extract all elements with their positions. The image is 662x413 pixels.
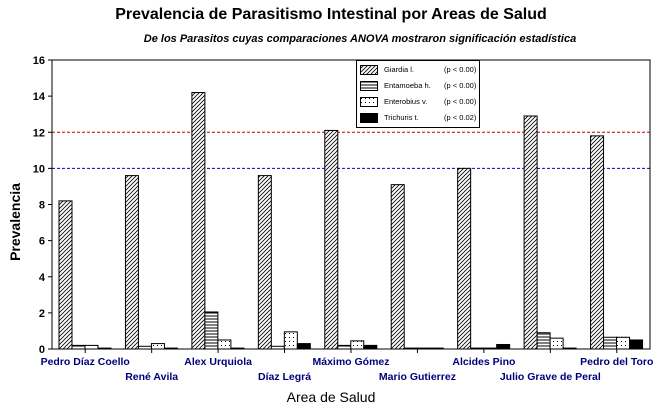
- y-tick-label: 10: [33, 163, 45, 175]
- x-axis-label: Area de Salud: [286, 389, 376, 405]
- legend-swatch-giardia: [360, 65, 378, 75]
- legend-swatch-trichuris: [360, 113, 378, 123]
- legend-p-giardia: (p < 0.00): [444, 65, 477, 74]
- y-tick-label: 6: [39, 236, 45, 248]
- bar-s0-c8: [590, 135, 605, 350]
- bar-s2-c1: [150, 343, 165, 350]
- bar-s3-c4: [363, 344, 378, 350]
- legend-p-entamoeba: (p < 0.00): [444, 81, 477, 90]
- x-category-label: René Avila: [125, 371, 178, 383]
- bar-s0-c5: [390, 184, 405, 350]
- bar-s0-c6: [457, 167, 472, 350]
- chart-subtitle: De los Parasitos cuyas comparaciones ANO…: [143, 33, 577, 45]
- bar-s3-c8: [629, 339, 644, 350]
- y-tick-label: 16: [33, 55, 45, 67]
- y-tick-label: 0: [39, 344, 45, 356]
- y-tick-label: 12: [33, 127, 45, 139]
- bar-s3-c3: [296, 343, 311, 350]
- bar-s0-c3: [257, 175, 272, 350]
- legend-label-entamoeba: Entamoeba h.: [384, 81, 431, 90]
- legend-swatch-enterobius: [360, 97, 378, 107]
- legend-label-giardia: Giardia l.: [384, 65, 415, 74]
- bar-s2-c0: [84, 344, 99, 350]
- legend-item-giardia: Giardia l. (p < 0.00): [360, 64, 478, 76]
- legend-item-entamoeba: Entamoeba h. (p < 0.00): [360, 80, 478, 92]
- legend-item-trichuris: Trichuris t. (p < 0.02): [360, 112, 478, 124]
- bar-s1-c2: [204, 311, 219, 350]
- bar-s0-c1: [124, 175, 139, 350]
- y-tick-label: 4: [39, 272, 46, 284]
- bar-s3-c6: [496, 343, 511, 350]
- legend-label-enterobius: Enterobius v.: [384, 97, 428, 106]
- bar-s1-c4: [337, 344, 352, 350]
- bar-s1-c0: [71, 344, 86, 350]
- x-category-label: Díaz Legrá: [258, 371, 311, 383]
- legend-label-trichuris: Trichuris t.: [384, 113, 419, 122]
- y-tick-label: 14: [33, 91, 46, 103]
- x-category-label: Pedro Díaz Coello: [41, 356, 130, 368]
- x-category-label: Alex Urquiola: [184, 356, 252, 368]
- x-category-label: Julio Grave de Peral: [500, 371, 601, 383]
- bar-s1-c7: [536, 332, 551, 350]
- chart-title: Prevalencia de Parasitismo Intestinal po…: [115, 6, 547, 23]
- legend-swatch-entamoeba: [360, 81, 378, 91]
- legend-p-enterobius: (p < 0.00): [444, 97, 477, 106]
- x-category-label: Máximo Gómez: [312, 356, 389, 368]
- bar-s0-c4: [324, 129, 339, 350]
- legend-p-trichuris: (p < 0.02): [444, 113, 477, 122]
- plot-frame: [51, 59, 651, 350]
- bar-s0-c7: [523, 115, 538, 350]
- bar-s1-c8: [603, 336, 618, 350]
- legend: Giardia l. (p < 0.00) Entamoeba h. (p < …: [356, 60, 480, 128]
- bar-s2-c2: [217, 339, 232, 350]
- y-tick-label: 8: [39, 200, 45, 212]
- bar-s0-c0: [58, 200, 73, 350]
- bar-s2-c7: [549, 337, 564, 350]
- x-category-label: Pedro del Toro: [580, 356, 653, 368]
- x-category-label: Mario Gutierrez: [379, 371, 456, 383]
- bar-s2-c4: [350, 340, 365, 350]
- x-category-label: Alcides Pino: [452, 356, 515, 368]
- y-axis-label: Prevalencia: [7, 183, 23, 261]
- bar-s0-c2: [191, 92, 206, 350]
- legend-item-enterobius: Enterobius v. (p < 0.00): [360, 96, 478, 108]
- bar-s2-c8: [616, 336, 631, 350]
- y-tick-label: 2: [39, 308, 45, 320]
- bar-s2-c3: [283, 331, 298, 350]
